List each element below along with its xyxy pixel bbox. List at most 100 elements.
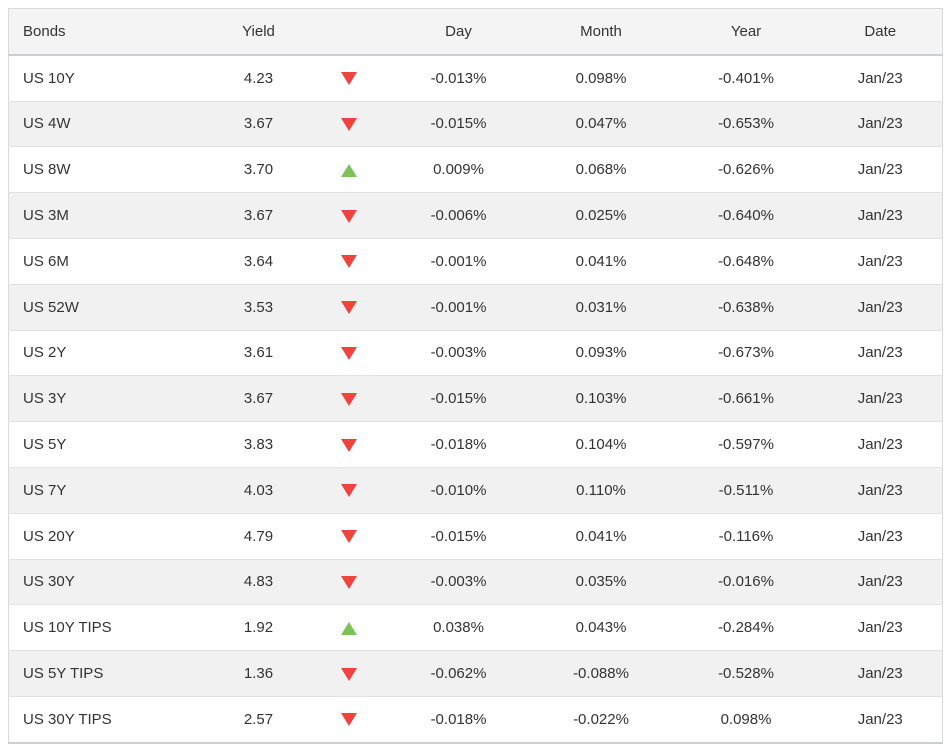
bond-name-link[interactable]: US 30Y TIPS	[8, 695, 209, 743]
bond-name-link[interactable]: US 30Y	[8, 558, 209, 605]
bond-name-link[interactable]: US 52W	[8, 283, 209, 331]
year-change-cell: -0.640%	[673, 192, 819, 239]
column-header-day[interactable]: Day	[388, 8, 529, 56]
bond-name-link[interactable]: US 4W	[8, 100, 209, 147]
trend-cell	[308, 283, 389, 331]
yield-cell: 3.70	[208, 146, 309, 193]
year-change-cell: -0.648%	[673, 237, 819, 285]
year-change-cell: -0.597%	[673, 421, 819, 468]
date-cell: Jan/23	[818, 512, 943, 560]
yield-cell: 3.83	[208, 421, 309, 468]
date-cell: Jan/23	[818, 375, 943, 422]
trend-down-icon	[340, 118, 357, 132]
bond-name-link[interactable]: US 20Y	[8, 512, 209, 560]
table-row: US 7Y 4.03 -0.010% 0.110% -0.511% Jan/23	[8, 466, 943, 514]
year-change-cell: 0.098%	[673, 695, 819, 743]
trend-down-icon	[340, 484, 357, 498]
yield-cell: 4.23	[243, 69, 274, 87]
year-change-cell: -0.401%	[718, 69, 774, 87]
trend-cell	[308, 237, 389, 285]
day-change-cell: -0.006%	[388, 192, 529, 239]
table-row: US 4W 3.67 -0.015% 0.047% -0.653% Jan/23	[8, 100, 943, 147]
day-change-cell: -0.013%	[430, 69, 487, 87]
trend-cell	[308, 100, 389, 147]
day-change-cell: -0.062%	[388, 650, 529, 697]
trend-cell	[308, 512, 389, 560]
yield-cell: 3.61	[208, 329, 309, 376]
day-change-cell: -0.015%	[388, 512, 529, 560]
bond-name-link[interactable]: US 10Y	[23, 69, 75, 87]
bond-name-link[interactable]: US 5Y TIPS	[8, 650, 209, 697]
day-change-cell: 0.009%	[388, 146, 529, 193]
trend-down-icon	[340, 438, 357, 452]
day-change-cell: -0.015%	[388, 100, 529, 147]
date-cell: Jan/23	[857, 69, 903, 87]
month-change-cell: 0.041%	[528, 512, 674, 560]
year-change-cell: -0.116%	[673, 512, 819, 560]
table-row: US 8W 3.70 0.009% 0.068% -0.626% Jan/23	[8, 146, 943, 193]
table-header-row: Bonds Yield Day Month Year Date	[8, 8, 943, 56]
table-row: US 52W 3.53 -0.001% 0.031% -0.638% Jan/2…	[8, 283, 943, 331]
trend-up-icon	[340, 621, 357, 635]
date-cell: Jan/23	[818, 237, 943, 285]
year-change-cell: -0.528%	[673, 650, 819, 697]
day-change-cell: -0.001%	[388, 237, 529, 285]
month-change-cell: 0.104%	[528, 421, 674, 468]
table-row: US 30Y TIPS 2.57 -0.018% -0.022% 0.098% …	[8, 695, 943, 743]
table-row: US 10Y 4.23 -0.013% 0.098% -0.401% Jan/2…	[8, 54, 943, 102]
trend-cell	[308, 329, 389, 376]
trend-cell	[308, 192, 389, 239]
trend-down-icon	[340, 713, 357, 727]
bonds-table: Bonds Yield Day Month Year Date US 10Y 4…	[8, 8, 943, 744]
year-change-cell: -0.673%	[673, 329, 819, 376]
date-cell: Jan/23	[818, 192, 943, 239]
trend-cell	[309, 55, 389, 101]
month-change-cell: 0.093%	[528, 329, 674, 376]
bond-name-link[interactable]: US 10Y TIPS	[8, 604, 209, 651]
yield-cell: 4.83	[208, 558, 309, 605]
year-change-cell: -0.284%	[673, 604, 819, 651]
yield-cell: 3.53	[208, 283, 309, 331]
yield-cell: 3.67	[208, 192, 309, 239]
bond-name-link[interactable]: US 3Y	[8, 375, 209, 422]
month-change-cell: -0.088%	[528, 650, 674, 697]
yield-cell: 4.03	[208, 466, 309, 514]
trend-down-icon	[340, 301, 357, 315]
month-change-cell: 0.047%	[528, 100, 674, 147]
bond-name-link[interactable]: US 8W	[8, 146, 209, 193]
table-row: US 20Y 4.79 -0.015% 0.041% -0.116% Jan/2…	[8, 512, 943, 560]
date-cell: Jan/23	[818, 283, 943, 331]
day-change-cell: -0.018%	[388, 695, 529, 743]
trend-cell	[308, 604, 389, 651]
column-header-yield[interactable]: Yield	[208, 8, 309, 56]
bond-name-link[interactable]: US 3M	[8, 192, 209, 239]
table-row: US 2Y 3.61 -0.003% 0.093% -0.673% Jan/23	[8, 329, 943, 376]
yield-cell: 1.92	[208, 604, 309, 651]
column-header-month[interactable]: Month	[528, 8, 674, 56]
column-header-year[interactable]: Year	[673, 8, 819, 56]
bond-name-link[interactable]: US 5Y	[8, 421, 209, 468]
trend-cell	[308, 558, 389, 605]
table-row: US 3Y 3.67 -0.015% 0.103% -0.661% Jan/23	[8, 375, 943, 422]
month-change-cell: 0.025%	[528, 192, 674, 239]
table-row: US 10Y TIPS 1.92 0.038% 0.043% -0.284% J…	[8, 604, 943, 651]
day-change-cell: -0.018%	[388, 421, 529, 468]
trend-cell	[308, 695, 389, 743]
bond-name-link[interactable]: US 6M	[8, 237, 209, 285]
column-header-date[interactable]: Date	[818, 8, 943, 56]
month-change-cell: 0.031%	[528, 283, 674, 331]
month-change-cell: -0.022%	[528, 695, 674, 743]
month-change-cell: 0.098%	[575, 69, 627, 87]
trend-down-icon	[340, 667, 357, 681]
bond-name-link[interactable]: US 7Y	[8, 466, 209, 514]
bond-name-link[interactable]: US 2Y	[8, 329, 209, 376]
table-row: US 5Y TIPS 1.36 -0.062% -0.088% -0.528% …	[8, 650, 943, 697]
trend-up-icon	[340, 163, 357, 177]
trend-down-icon	[340, 209, 357, 223]
date-cell: Jan/23	[818, 695, 943, 743]
column-header-bonds[interactable]: Bonds	[8, 8, 209, 56]
yield-cell: 3.64	[208, 237, 309, 285]
month-change-cell: 0.035%	[528, 558, 674, 605]
year-change-cell: -0.511%	[673, 466, 819, 514]
month-change-cell: 0.110%	[528, 466, 674, 514]
